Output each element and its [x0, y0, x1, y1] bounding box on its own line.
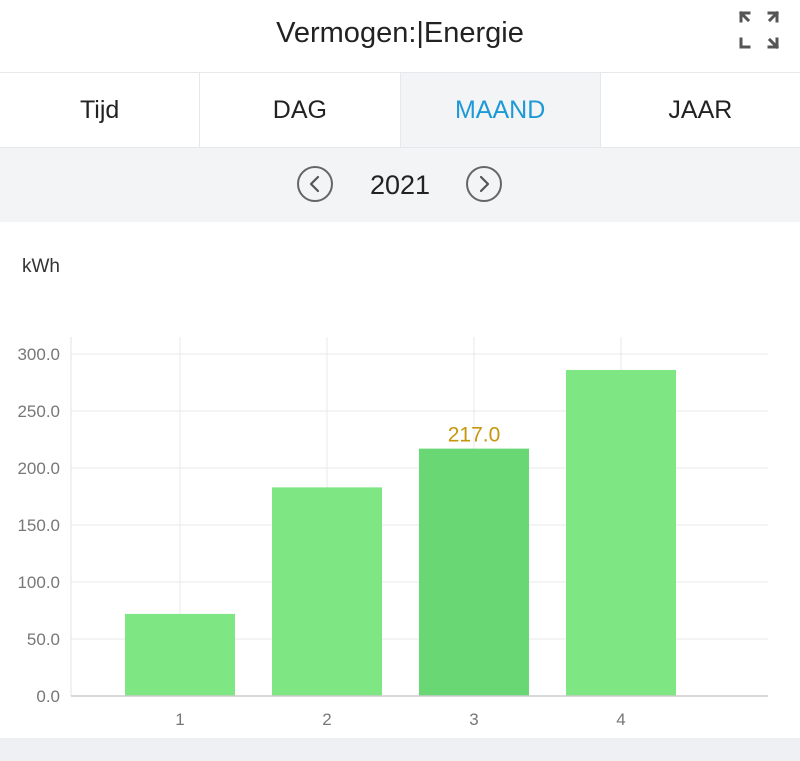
page-title: Vermogen:|Energie — [276, 17, 524, 49]
next-year-button[interactable] — [466, 166, 502, 202]
y-tick-label: 300.0 — [17, 345, 60, 364]
year-label: 2021 — [369, 170, 431, 200]
tab-maand[interactable]: MAAND — [400, 73, 601, 147]
energy-chart: kWh 0.0 50.0 100.0 150.0 200.0 250.0 300.0 1 2 3 4… — [0, 222, 800, 738]
previous-year-button[interactable] — [297, 166, 333, 202]
selected-value-label: 217.0 — [448, 424, 501, 447]
x-tick-label: 2 — [322, 710, 331, 729]
x-tick-label: 3 — [469, 710, 478, 729]
y-tick-label: 100.0 — [17, 573, 60, 592]
y-tick-label: 50.0 — [27, 630, 60, 649]
bottom-bar — [0, 738, 800, 761]
y-tick-label: 250.0 — [17, 402, 60, 421]
x-tick-label: 4 — [616, 710, 625, 729]
tab-tijd[interactable]: Tijd — [0, 73, 201, 147]
expand-button[interactable] — [736, 10, 782, 52]
chevron-right-icon — [479, 175, 490, 193]
y-tick-label: 0.0 — [36, 687, 60, 706]
y-tick-label: 200.0 — [17, 459, 60, 478]
tab-jaar[interactable]: JAAR — [600, 73, 800, 147]
bar-chart: 0.0 50.0 100.0 150.0 200.0 250.0 300.0 1 2 3 4 217.… — [17, 337, 768, 729]
date-navigator: 2021 — [0, 148, 800, 222]
y-tick-label: 150.0 — [17, 516, 60, 535]
period-tabs: Tijd DAG MAAND JAAR — [0, 72, 800, 148]
bar-1 — [125, 613, 235, 696]
header: Vermogen:|Energie — [0, 0, 800, 72]
fullscreen-expand-icon — [738, 10, 780, 50]
x-tick-label: 1 — [175, 710, 184, 729]
y-axis-unit-label: kWh — [22, 256, 60, 277]
bar-2 — [272, 487, 382, 696]
bar-4 — [566, 369, 676, 696]
tab-dag[interactable]: DAG — [200, 73, 401, 147]
bar-3 — [419, 448, 529, 696]
chevron-left-icon — [309, 175, 320, 193]
